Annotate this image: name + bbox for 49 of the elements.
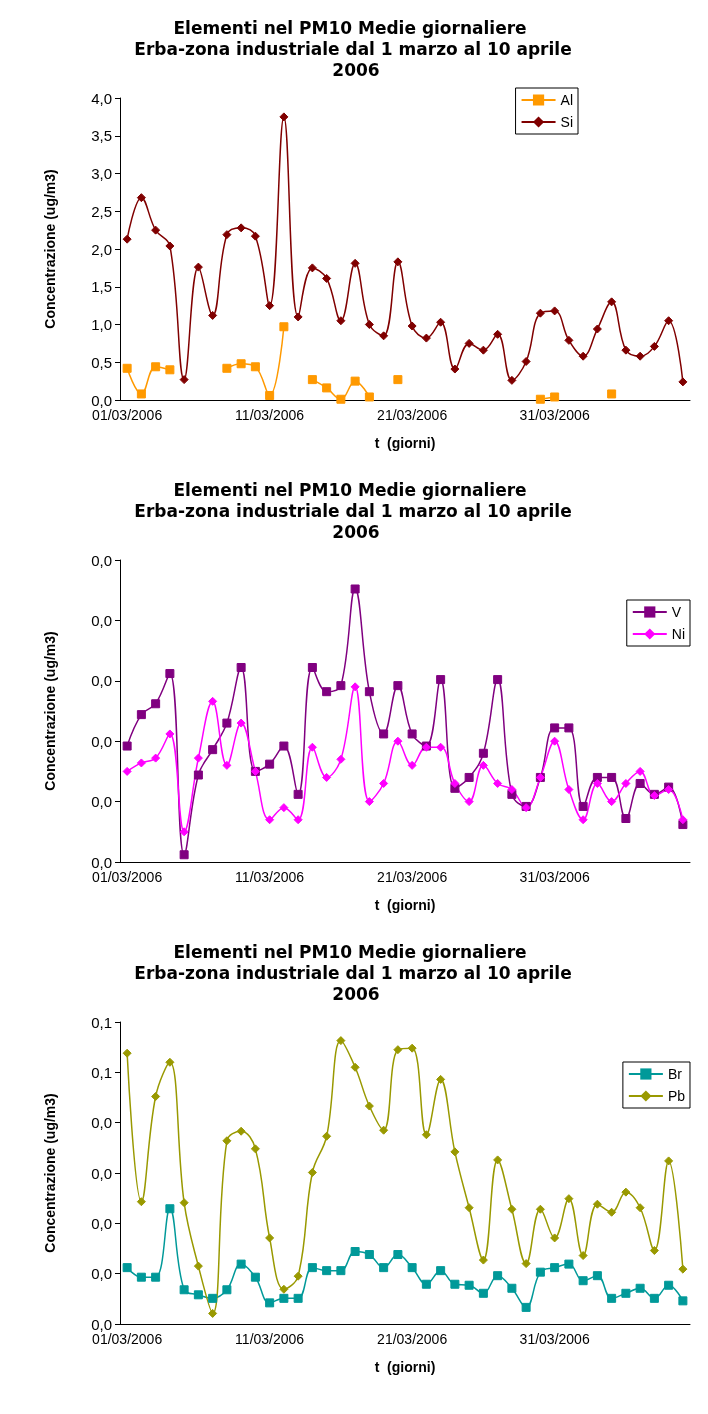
legend-label: Br bbox=[667, 1066, 683, 1082]
y-tick-label: 0,0 bbox=[91, 853, 112, 871]
y-tick-label: 4,0 bbox=[91, 89, 112, 107]
y-tick-label: 0,0 bbox=[91, 551, 112, 569]
y-tick-label: 0,1 bbox=[91, 1063, 112, 1081]
x-tick-label: 11/03/2006 bbox=[235, 869, 305, 885]
y-tick-label: 0,0 bbox=[91, 793, 112, 811]
legend-label: Ni bbox=[671, 626, 686, 642]
x-tick-label: 21/03/2006 bbox=[377, 407, 448, 423]
y-tick-label: 0,0 bbox=[91, 391, 112, 409]
x-axis-title: t (giorni) bbox=[374, 435, 436, 451]
y-tick-label: 1,5 bbox=[91, 278, 112, 296]
y-tick-label: 1,0 bbox=[91, 316, 112, 333]
y-tick-label: 2,0 bbox=[91, 240, 112, 258]
x-tick-label: 01/03/2006 bbox=[92, 869, 163, 885]
x-tick-label: 31/03/2006 bbox=[519, 869, 590, 885]
y-axis-title: Concentrazione (ug/m3) bbox=[41, 169, 58, 329]
y-axis-title: Concentrazione (ug/m3) bbox=[41, 1093, 58, 1253]
y-tick-label: 0,1 bbox=[91, 1013, 112, 1031]
x-tick-label: 11/03/2006 bbox=[235, 1331, 305, 1347]
y-tick-label: 0,0 bbox=[91, 1315, 112, 1333]
y-tick-label: 0,0 bbox=[91, 732, 112, 750]
x-tick-label: 01/03/2006 bbox=[92, 1331, 163, 1347]
y-tick-label: 0,0 bbox=[91, 1164, 112, 1182]
y-tick-label: 2,5 bbox=[91, 202, 112, 220]
y-tick-label: 0,0 bbox=[91, 1114, 112, 1132]
chart-title: Elementi nel PM10 Medie giornaliere Erba-zona industriale dal 1 marzo al 10 aprile 2006 bbox=[134, 941, 572, 1004]
legend-label: Al bbox=[560, 92, 573, 108]
chart-title: Elementi nel PM10 Medie giornaliere Erba-zona industriale dal 1 marzo al 10 aprile 2006 bbox=[134, 479, 572, 542]
legend-label: V bbox=[671, 604, 682, 620]
x-axis-title: t (giorni) bbox=[374, 1359, 436, 1375]
y-tick-label: 0,5 bbox=[91, 353, 112, 371]
x-tick-label: 31/03/2006 bbox=[519, 407, 590, 423]
y-axis-title: Concentrazione (ug/m3) bbox=[41, 631, 58, 791]
y-tick-label: 0,0 bbox=[91, 672, 112, 690]
legend-label: Si bbox=[560, 114, 573, 130]
y-tick-label: 3,0 bbox=[91, 165, 112, 182]
x-tick-label: 21/03/2006 bbox=[377, 1331, 448, 1347]
y-tick-label: 0,0 bbox=[91, 1214, 112, 1232]
y-tick-label: 0,0 bbox=[91, 1265, 112, 1283]
legend-label: Pb bbox=[667, 1088, 686, 1104]
y-tick-label: 0,0 bbox=[91, 611, 112, 629]
x-tick-label: 21/03/2006 bbox=[377, 869, 448, 885]
y-tick-label: 3,5 bbox=[91, 127, 112, 145]
x-axis-title: t (giorni) bbox=[374, 897, 436, 913]
chart-title: Elementi nel PM10 Medie giornaliere Erba-zona industriale dal 1 marzo al 10 aprile 2006 bbox=[134, 17, 572, 80]
x-tick-label: 01/03/2006 bbox=[92, 407, 163, 423]
x-tick-label: 11/03/2006 bbox=[235, 407, 305, 423]
x-tick-label: 31/03/2006 bbox=[519, 1331, 590, 1347]
